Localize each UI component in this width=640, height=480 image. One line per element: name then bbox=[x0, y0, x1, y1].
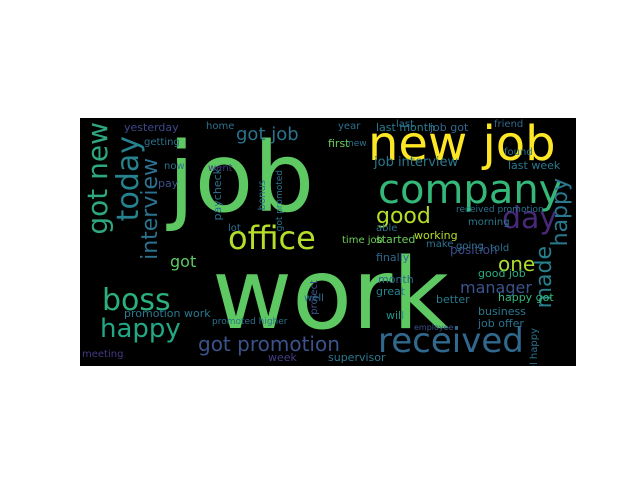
word: got job bbox=[236, 124, 299, 145]
word: job interview bbox=[374, 155, 459, 170]
word: went bbox=[208, 163, 233, 174]
word: got new bbox=[81, 122, 114, 235]
word: month bbox=[378, 273, 414, 286]
word: received promotion bbox=[456, 205, 544, 215]
word: getting bbox=[144, 137, 180, 148]
word: job got bbox=[430, 121, 469, 134]
word: project bbox=[309, 280, 320, 315]
word: job bbox=[168, 122, 315, 234]
word: now bbox=[164, 161, 185, 172]
word: happy bbox=[100, 314, 181, 344]
word: promotion work bbox=[124, 307, 211, 320]
word: able bbox=[376, 223, 398, 234]
word: week bbox=[268, 351, 297, 364]
word: day bbox=[502, 201, 558, 236]
word: one bbox=[498, 252, 536, 276]
word: boss bbox=[102, 283, 171, 318]
word: employee bbox=[414, 323, 454, 332]
word: well bbox=[304, 293, 324, 304]
word-cloud: job work new job company office boss rec… bbox=[80, 118, 576, 366]
word: lot bbox=[228, 223, 241, 234]
word: will bbox=[386, 309, 405, 322]
word: got promoted bbox=[275, 170, 285, 232]
word: new bbox=[348, 139, 367, 149]
word: manager bbox=[460, 278, 532, 297]
word: better bbox=[436, 293, 470, 306]
word: supervisor bbox=[328, 351, 386, 364]
word: happy got bbox=[498, 291, 554, 304]
word: got bbox=[170, 252, 197, 271]
word: great bbox=[376, 285, 406, 298]
word: position bbox=[450, 243, 498, 257]
word: time job bbox=[342, 235, 384, 246]
word: work bbox=[212, 238, 450, 352]
word: office bbox=[228, 219, 316, 257]
word: working bbox=[414, 229, 458, 242]
word: pay bbox=[158, 177, 179, 190]
word: home bbox=[206, 121, 235, 132]
word: paycheck bbox=[211, 168, 224, 221]
word: new job bbox=[368, 118, 556, 172]
word: business bbox=[478, 305, 526, 318]
word: finally bbox=[376, 251, 410, 264]
word: morning bbox=[468, 217, 510, 228]
word: year bbox=[338, 121, 361, 132]
word: promoted higher bbox=[212, 317, 288, 327]
word: yesterday bbox=[124, 121, 179, 134]
word: got promotion bbox=[198, 332, 340, 356]
word: found bbox=[504, 147, 533, 158]
word: started bbox=[376, 233, 416, 246]
word: make bbox=[426, 239, 454, 250]
word: good bbox=[376, 204, 431, 229]
word: received bbox=[378, 321, 524, 361]
word: bonus bbox=[257, 180, 268, 211]
word: last month bbox=[376, 121, 436, 134]
word: good job bbox=[478, 267, 526, 280]
word: last week bbox=[508, 159, 561, 172]
word: feel happy bbox=[529, 328, 540, 366]
word: meeting bbox=[82, 349, 124, 360]
word: happy bbox=[548, 178, 573, 247]
word: interview bbox=[138, 158, 163, 260]
word: told bbox=[490, 243, 510, 254]
word: friend bbox=[494, 119, 524, 130]
word: company bbox=[378, 167, 563, 213]
word: first bbox=[328, 137, 350, 150]
word: last bbox=[396, 119, 415, 130]
word: job offer bbox=[478, 317, 524, 330]
word: going bbox=[456, 241, 484, 252]
